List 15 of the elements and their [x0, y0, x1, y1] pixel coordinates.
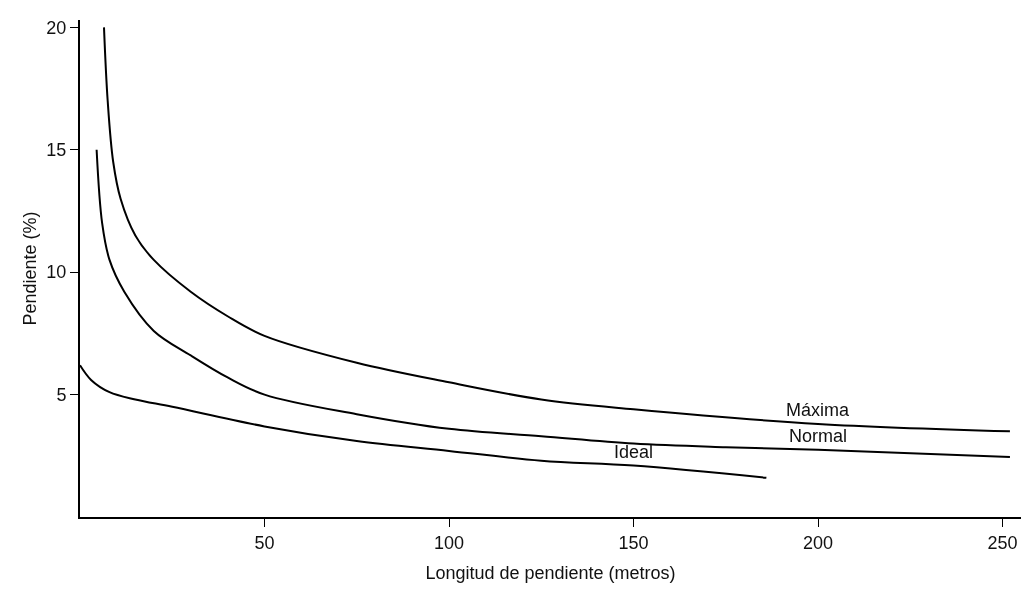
- x-tick-label: 50: [254, 532, 275, 553]
- series-label: Ideal: [614, 442, 654, 462]
- x-tick-label: 100: [434, 532, 465, 553]
- x-tick-label: 250: [987, 532, 1018, 553]
- x-tick-label: 200: [803, 532, 834, 553]
- line-series: [95, 148, 1011, 459]
- y-axis-title: Pendiente (%): [20, 211, 41, 326]
- y-tick-label: 5: [56, 384, 67, 405]
- series-label: Normal: [789, 426, 848, 446]
- y-tick-label: 20: [46, 17, 67, 38]
- y-tick-label: 10: [46, 262, 67, 283]
- series-label: Máxima: [786, 400, 850, 420]
- y-tick-label: 15: [46, 140, 67, 161]
- x-axis-title: Longitud de pendiente (metros): [425, 563, 676, 584]
- x-tick-label: 150: [618, 532, 649, 553]
